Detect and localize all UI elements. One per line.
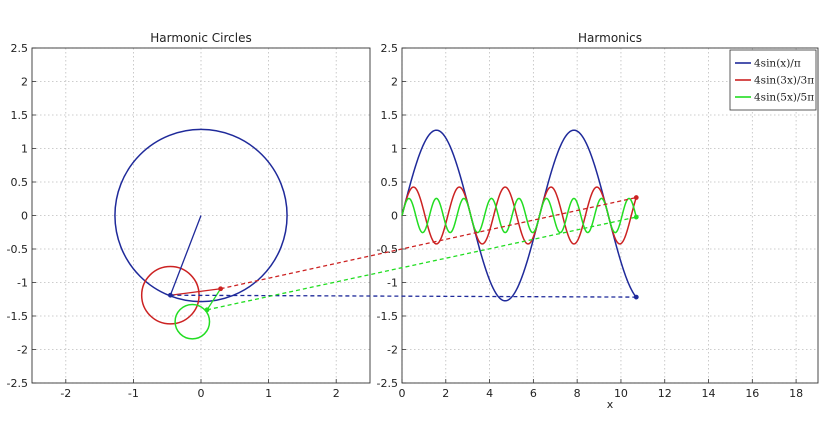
harmonics-title: Harmonics	[578, 31, 642, 45]
harmonics-xtick-label: 12	[658, 387, 672, 400]
circles-title: Harmonic Circles	[150, 31, 251, 45]
connector-dash-5	[206, 216, 637, 311]
harmonics-ytick-label: -1.5	[377, 310, 398, 323]
circles-ytick-label: -0.5	[7, 243, 28, 256]
harmonics-ytick-label: 2	[391, 76, 398, 89]
series-line-1	[401, 129, 637, 302]
harmonics-xtick-label: 14	[702, 387, 716, 400]
connector-dash-3	[220, 196, 637, 290]
series-end-marker-1	[633, 294, 639, 300]
series-line-3	[401, 186, 637, 245]
harmonics-ytick-label: 0.5	[381, 176, 399, 189]
legend: 4sin(x)/π 4sin(3x)/3π 4sin(5x)/5π	[729, 49, 817, 111]
circles-xtick-label: 2	[333, 387, 340, 400]
circles-ytick-label: 2	[21, 76, 28, 89]
harmonics-ytick-label: 1.5	[381, 109, 399, 122]
series-end-marker-5	[633, 214, 639, 220]
harmonic-circles-panel: -2 -1 0 1 2 -2.5 -2 -1.5 -1 -0.5 0 0.5 1 1.5 2 2.5 Harmo…	[7, 31, 371, 400]
harmonics-xtick-label: 6	[530, 387, 537, 400]
harmonics-panel: 0 2 4 6 8 10 12 14 16 18 -2.5 -2 -1.5 -1 -0.5 0 0.5 1 1.5 2…	[377, 31, 819, 411]
connector-lines	[167, 195, 639, 313]
harmonics-xtick-label: 8	[574, 387, 581, 400]
harmonics-xtick-label: 4	[486, 387, 493, 400]
circles-ytick-label: 1	[21, 143, 28, 156]
harmonics-ytick-label: 1	[391, 143, 398, 156]
circles-ytick-label: 0	[21, 210, 28, 223]
legend-entry-1: 4sin(x)/π	[754, 58, 801, 70]
legend-entry-3: 4sin(3x)/3π	[754, 75, 814, 87]
phasor-tip-marker-1	[167, 292, 173, 298]
phasor-tip-marker-5	[204, 307, 210, 313]
harmonics-xtick-label: 0	[399, 387, 406, 400]
circles-xtick-label: 0	[198, 387, 205, 400]
phasor-line-5	[206, 288, 222, 311]
circles-ytick-label: -2.5	[7, 377, 28, 390]
harmonics-ytick-label: -2	[387, 344, 398, 357]
harmonics-xtick-label: 18	[789, 387, 803, 400]
legend-entry-5: 4sin(5x)/5π	[754, 92, 814, 104]
circles-ytick-label: 0.5	[11, 176, 29, 189]
harmonic-circle-1	[114, 128, 288, 303]
harmonics-xtick-label: 10	[614, 387, 628, 400]
circles-ytick-label: 1.5	[11, 109, 29, 122]
circles-ytick-label: -1.5	[7, 310, 28, 323]
circles-xtick-label: -2	[60, 387, 71, 400]
harmonics-ytick-label: 0	[391, 210, 398, 223]
harmonics-xtick-label: 2	[442, 387, 449, 400]
harmonics-ytick-label: -2.5	[377, 377, 398, 390]
harmonics-ytick-label: -1	[387, 277, 398, 290]
circles-xtick-label: -1	[128, 387, 139, 400]
series-end-marker-3	[633, 195, 639, 200]
harmonics-xtick-label: 16	[745, 387, 759, 400]
harmonics-ytick-label: -0.5	[377, 243, 398, 256]
circles-ytick-label: 2.5	[11, 42, 29, 55]
connector-dash-1	[170, 294, 637, 298]
phasor-line-3	[170, 288, 221, 296]
phasor-tip-marker-3	[218, 286, 224, 292]
circles-ytick-label: -1	[17, 277, 28, 290]
phasor-line-1	[169, 215, 202, 296]
harmonics-ytick-label: 2.5	[381, 42, 399, 55]
harmonic-circle-5	[174, 303, 211, 340]
harmonics-xlabel: x	[607, 398, 614, 411]
circles-ytick-label: -2	[17, 344, 28, 357]
circles-xtick-label: 1	[265, 387, 272, 400]
